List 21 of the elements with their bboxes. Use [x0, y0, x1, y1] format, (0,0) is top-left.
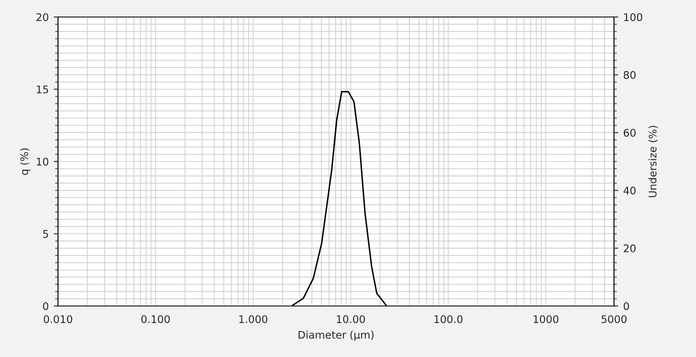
y2-tick-label: 80 — [624, 71, 636, 79]
x-tick-label: 100.0 — [434, 315, 462, 324]
x-tick-label: 0.100 — [141, 315, 170, 324]
y2-tick-label: 0 — [624, 302, 629, 310]
y-tick-label: 10 — [36, 158, 48, 166]
y-axis-title: q (%) — [20, 148, 30, 175]
y2-tick-label: 20 — [624, 244, 636, 252]
y2-tick-label: 40 — [624, 186, 636, 195]
y-tick-label: 20 — [36, 13, 48, 22]
x-tick-label: 1000 — [534, 315, 558, 324]
y-tick-label: 15 — [36, 86, 48, 94]
x-tick-label: 0.010 — [44, 315, 72, 324]
y2-tick-label: 100 — [624, 13, 642, 22]
y-tick-label: 5 — [43, 230, 48, 238]
y2-tick-label: 60 — [624, 128, 636, 137]
x-tick-label: 5000 — [602, 315, 627, 324]
x-axis-title: Diameter (μm) — [298, 330, 374, 341]
x-tick-label: 1.000 — [239, 315, 268, 324]
y-tick-label: 0 — [43, 302, 48, 310]
y2-axis-title: Undersize (%) — [648, 126, 658, 198]
x-tick-label: 10.00 — [336, 315, 365, 324]
